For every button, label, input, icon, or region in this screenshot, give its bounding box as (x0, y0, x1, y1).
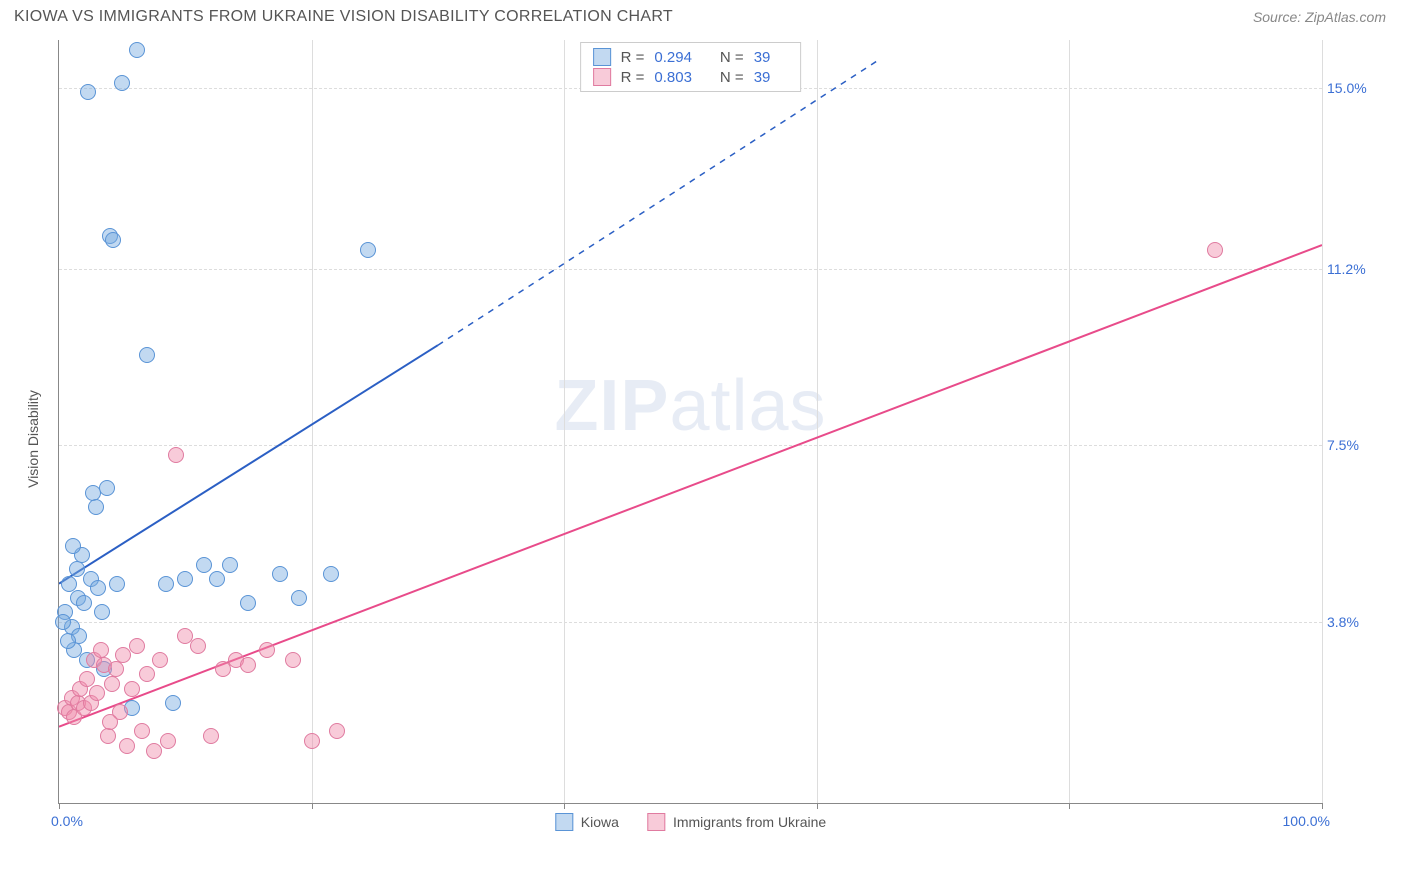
data-point (360, 242, 376, 258)
data-point (222, 557, 238, 573)
data-point (79, 671, 95, 687)
data-point (259, 642, 275, 658)
data-point (139, 347, 155, 363)
data-point (124, 681, 140, 697)
data-point (209, 571, 225, 587)
data-point (94, 604, 110, 620)
chart-container: Vision Disability ZIPatlas R = 0.294 N =… (14, 34, 1392, 844)
legend-series: Kiowa Immigrants from Ukraine (555, 813, 826, 831)
data-point (240, 595, 256, 611)
gridline-v (312, 40, 313, 803)
data-point (196, 557, 212, 573)
r-value-ukraine: 0.803 (654, 69, 692, 86)
x-tick (312, 803, 313, 809)
data-point (100, 728, 116, 744)
plot-area: ZIPatlas R = 0.294 N = 39 R = 0.803 N = … (58, 40, 1322, 804)
legend-label-kiowa: Kiowa (581, 814, 619, 830)
data-point (55, 614, 71, 630)
source-label: Source: ZipAtlas.com (1253, 9, 1386, 25)
data-point (165, 695, 181, 711)
watermark: ZIPatlas (554, 365, 826, 447)
y-tick-label: 15.0% (1327, 80, 1382, 96)
data-point (89, 685, 105, 701)
data-point (76, 595, 92, 611)
gridline-v (817, 40, 818, 803)
data-point (285, 652, 301, 668)
y-axis-title: Vision Disability (25, 390, 41, 488)
data-point (160, 733, 176, 749)
data-point (102, 714, 118, 730)
data-point (61, 576, 77, 592)
r-value-kiowa: 0.294 (654, 49, 692, 66)
gridline-h (59, 269, 1322, 270)
data-point (152, 652, 168, 668)
data-point (329, 723, 345, 739)
y-tick-label: 7.5% (1327, 437, 1382, 453)
swatch-ukraine (593, 68, 611, 86)
data-point (60, 633, 76, 649)
data-point (1207, 242, 1223, 258)
data-point (104, 676, 120, 692)
data-point (129, 42, 145, 58)
data-point (134, 723, 150, 739)
data-point (190, 638, 206, 654)
data-point (203, 728, 219, 744)
x-tick (817, 803, 818, 809)
data-point (177, 571, 193, 587)
data-point (272, 566, 288, 582)
data-point (323, 566, 339, 582)
gridline-v (1069, 40, 1070, 803)
x-axis-max-label: 100.0% (1283, 813, 1330, 829)
data-point (109, 576, 125, 592)
data-point (168, 447, 184, 463)
data-point (119, 738, 135, 754)
x-tick (59, 803, 60, 809)
gridline-h (59, 622, 1322, 623)
gridline-v (564, 40, 565, 803)
data-point (304, 733, 320, 749)
y-tick-label: 3.8% (1327, 614, 1382, 630)
data-point (90, 580, 106, 596)
gridline-v (1322, 40, 1323, 803)
x-axis-min-label: 0.0% (51, 813, 83, 829)
n-value-ukraine: 39 (754, 69, 771, 86)
swatch-ukraine-icon (647, 813, 665, 831)
data-point (105, 232, 121, 248)
x-tick (1069, 803, 1070, 809)
data-point (99, 480, 115, 496)
swatch-kiowa (593, 48, 611, 66)
legend-correlation: R = 0.294 N = 39 R = 0.803 N = 39 (580, 42, 802, 92)
data-point (240, 657, 256, 673)
swatch-kiowa-icon (555, 813, 573, 831)
data-point (146, 743, 162, 759)
gridline-h (59, 445, 1322, 446)
x-tick (1322, 803, 1323, 809)
data-point (108, 661, 124, 677)
data-point (139, 666, 155, 682)
data-point (65, 538, 81, 554)
x-tick (564, 803, 565, 809)
data-point (129, 638, 145, 654)
y-tick-label: 11.2% (1327, 261, 1382, 277)
data-point (114, 75, 130, 91)
chart-title: KIOWA VS IMMIGRANTS FROM UKRAINE VISION … (14, 8, 673, 26)
legend-label-ukraine: Immigrants from Ukraine (673, 814, 826, 830)
data-point (115, 647, 131, 663)
data-point (80, 84, 96, 100)
data-point (291, 590, 307, 606)
data-point (158, 576, 174, 592)
data-point (88, 499, 104, 515)
trend-lines (59, 40, 1322, 803)
n-value-kiowa: 39 (754, 49, 771, 66)
